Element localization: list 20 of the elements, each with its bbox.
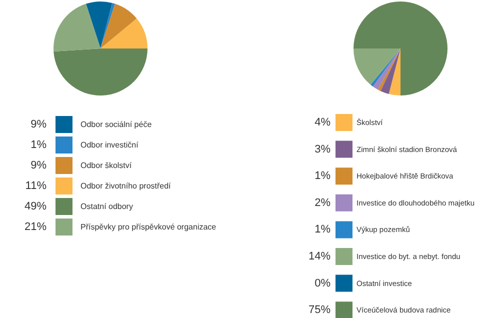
legend-label: Příspěvky pro příspěvkové organizace	[80, 222, 217, 232]
data-label: 1%	[30, 139, 47, 151]
legend-label: Odbor školství	[80, 161, 132, 170]
data-label: 1%	[314, 170, 331, 182]
legend-label: Odbor sociální péče	[80, 120, 152, 129]
data-label: 49%	[24, 200, 47, 212]
data-label: 75%	[308, 304, 331, 316]
legend-label: Odbor investiční	[80, 140, 140, 150]
data-label: 9%	[30, 118, 47, 130]
data-label: 14%	[308, 250, 331, 262]
data-label: 1%	[314, 224, 331, 236]
legend-label: Ostatní odbory	[80, 202, 133, 211]
data-label: 21%	[24, 221, 47, 233]
text: 0%	[314, 277, 331, 290]
data-label: 3%	[314, 143, 331, 156]
legend-label: Odbor životního prostředí	[80, 182, 172, 190]
data-label: 11%	[25, 180, 47, 192]
data-label: 2%	[314, 196, 331, 209]
data-label: 4%	[314, 116, 331, 128]
data-label: 9%	[30, 160, 47, 172]
